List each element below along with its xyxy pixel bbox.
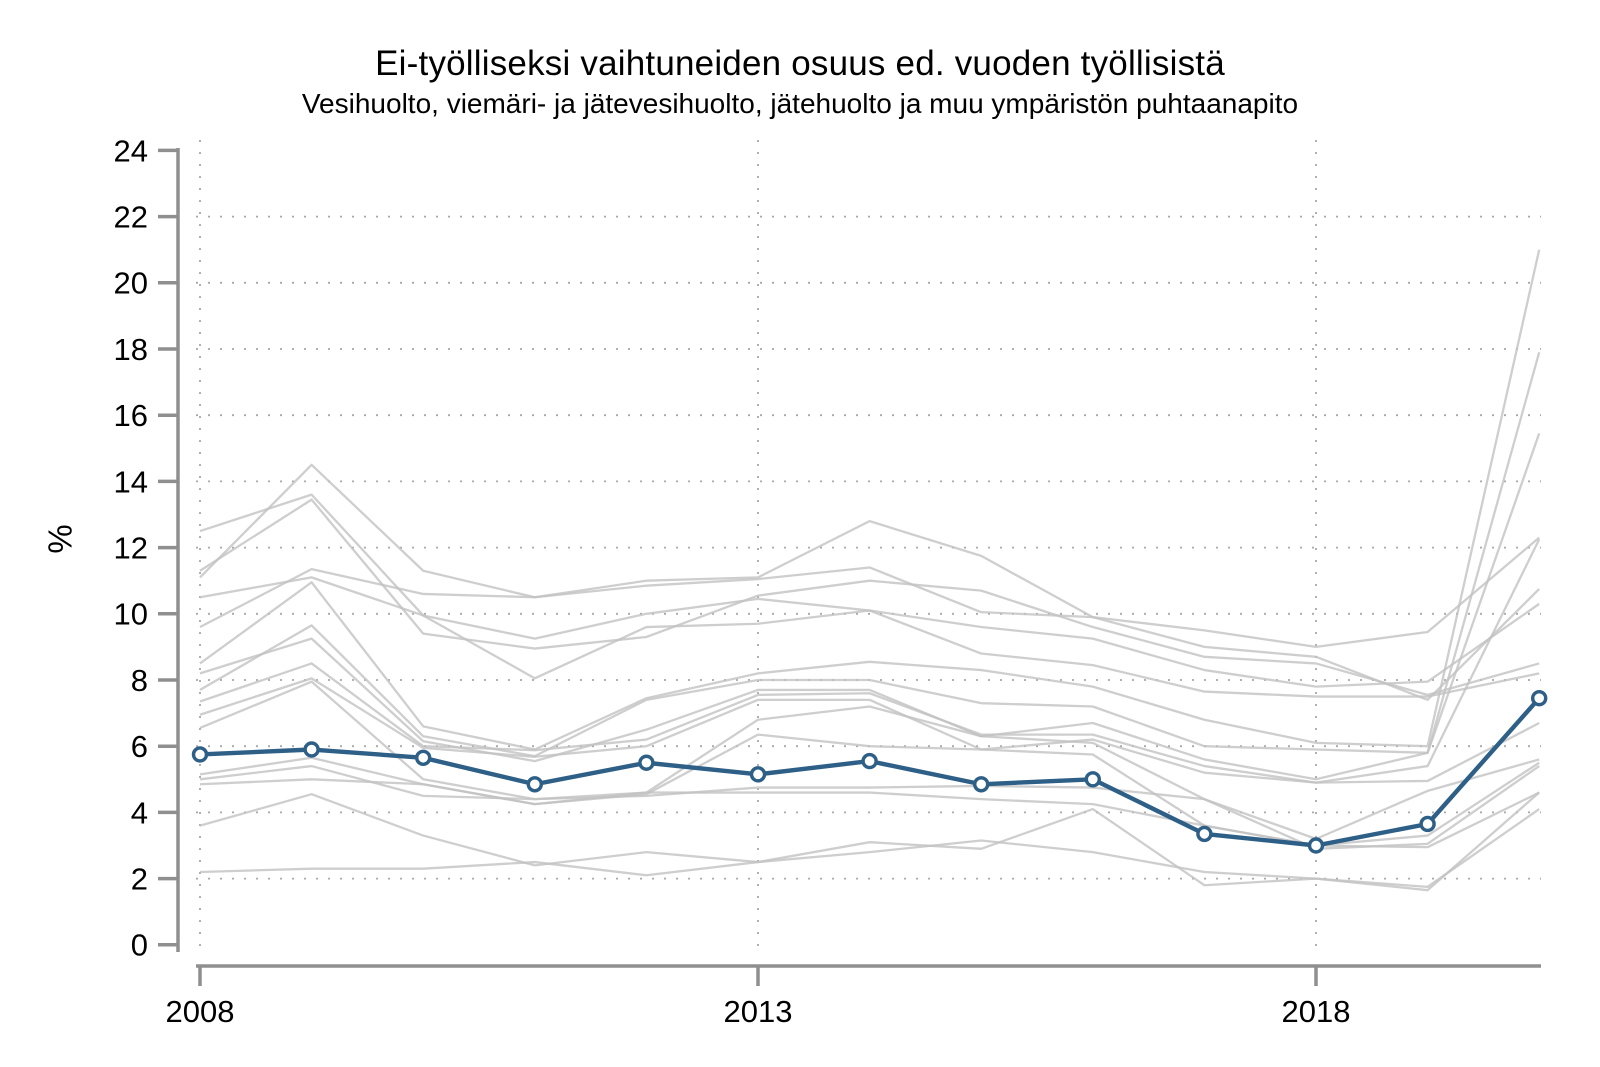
- y-tick-label: 16: [114, 398, 148, 433]
- data-point-marker: [526, 776, 543, 793]
- x-tick-label: 2013: [724, 994, 793, 1029]
- background-line: [199, 493, 1540, 688]
- background-line: [199, 498, 1540, 697]
- data-point-marker: [638, 754, 655, 771]
- y-tick-label: 14: [114, 464, 148, 499]
- highlighted-series: [191, 690, 1548, 854]
- y-tick-label: 4: [131, 795, 148, 830]
- y-tick-label: 24: [114, 133, 148, 168]
- data-point-marker: [1530, 690, 1548, 707]
- background-line: [199, 433, 1541, 781]
- x-tick-label: 2018: [1282, 994, 1351, 1029]
- y-tick-label: 20: [114, 266, 148, 301]
- data-point-marker: [861, 752, 878, 770]
- y-axis-label: %: [41, 524, 79, 554]
- background-line: [199, 576, 1540, 698]
- data-point-marker: [749, 766, 767, 783]
- y-tick-label: 10: [114, 597, 148, 632]
- data-point-marker: [303, 741, 320, 758]
- chart-subtitle: Vesihuolto, viemäri- ja jätevesihuolto, …: [301, 88, 1299, 119]
- y-tick-label: 12: [114, 530, 148, 565]
- data-point-marker: [1307, 837, 1325, 854]
- y-tick-label: 2: [131, 861, 148, 896]
- data-point-marker: [1419, 815, 1436, 833]
- data-point-marker: [973, 776, 990, 793]
- y-tick-label: 0: [131, 928, 148, 963]
- background-line: [199, 352, 1541, 758]
- x-tick-label: 2008: [166, 994, 235, 1029]
- y-tick-label: 8: [131, 663, 148, 698]
- background-line: [199, 566, 1541, 702]
- background-series: [199, 249, 1541, 892]
- background-line: [199, 791, 1540, 892]
- y-tick-label: 22: [114, 199, 148, 234]
- chart-title: Ei-työlliseksi vaihtuneiden osuus ed. vu…: [375, 44, 1225, 83]
- data-point-marker: [415, 749, 432, 766]
- y-tick-label: 6: [131, 729, 148, 764]
- background-line: [199, 463, 1540, 649]
- y-tick-label: 18: [114, 332, 148, 367]
- data-point-marker: [1196, 825, 1213, 843]
- data-point-marker: [1084, 771, 1102, 788]
- background-line: [199, 677, 1540, 784]
- background-line: [199, 249, 1541, 751]
- data-point-marker: [191, 746, 209, 763]
